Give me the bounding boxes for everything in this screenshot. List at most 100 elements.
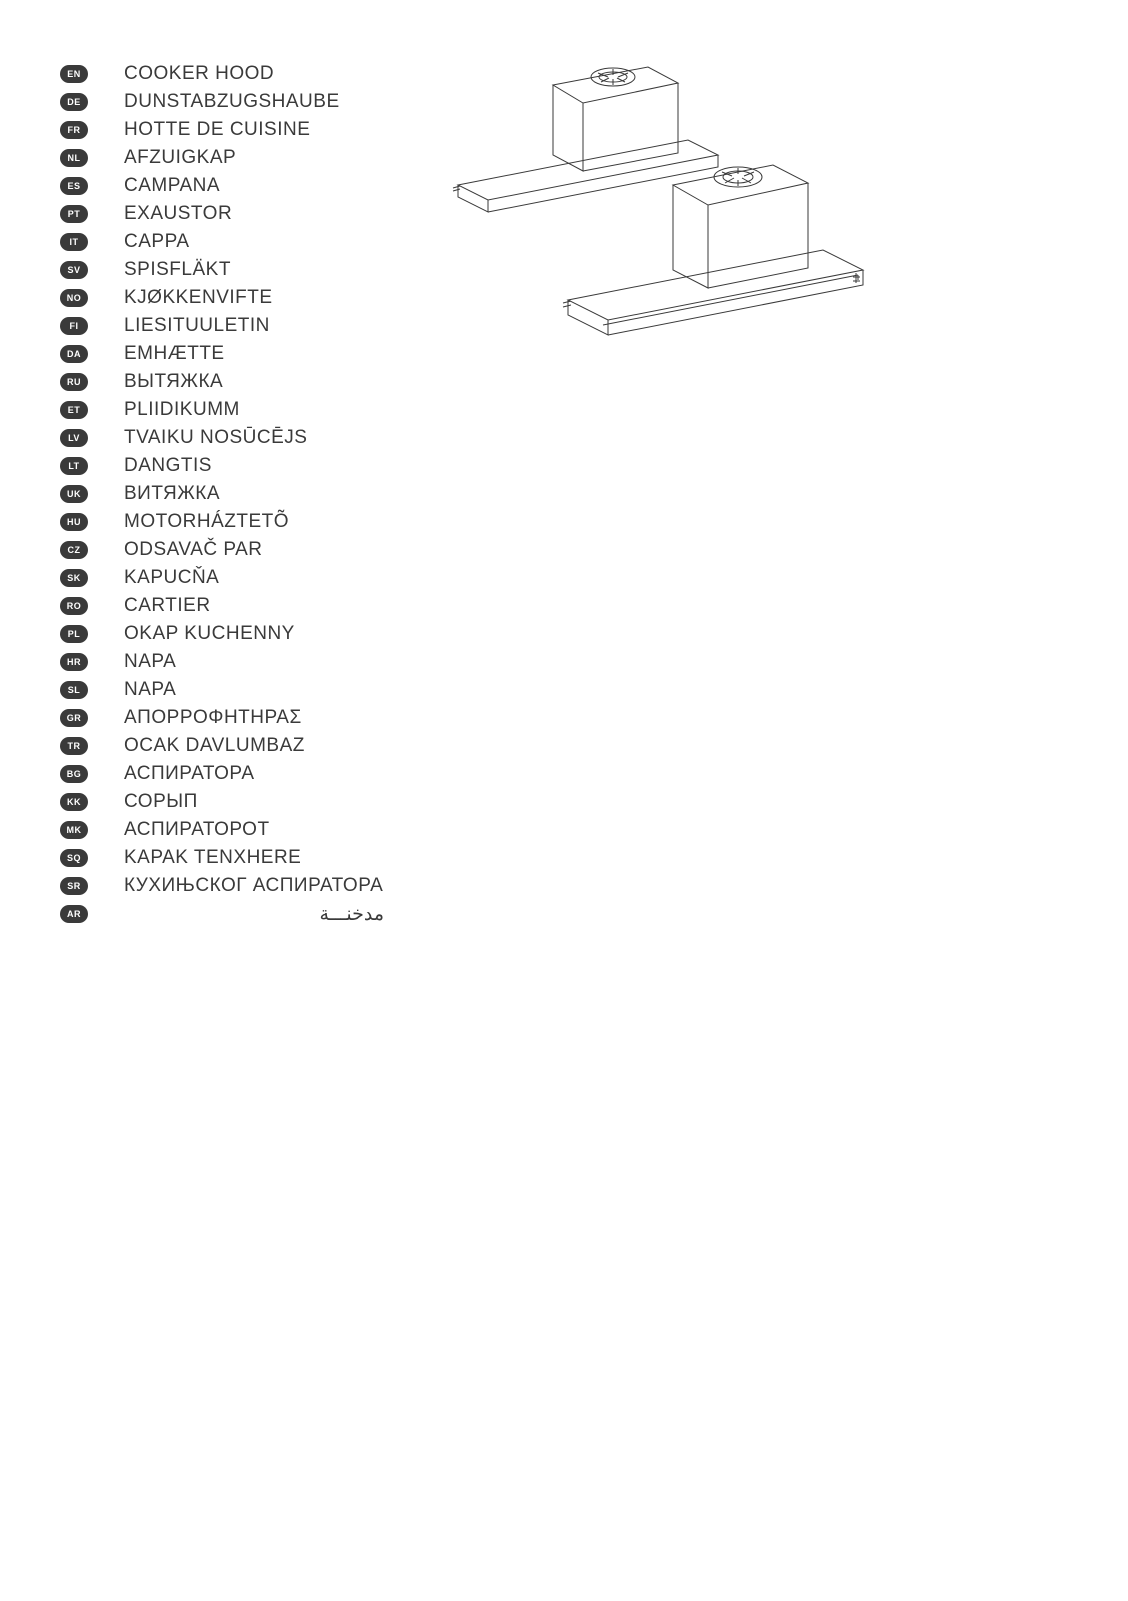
lang-code: PT <box>68 209 81 219</box>
lang-row: ES CAMPANA <box>60 172 460 200</box>
lang-row: LT DANGTIS <box>60 452 460 480</box>
lang-row: AR مدخنـــة <box>60 900 460 928</box>
lang-label: EXAUSTOR <box>124 203 232 225</box>
lang-label: PLIIDIKUMM <box>124 399 240 421</box>
lang-code: IT <box>70 237 79 247</box>
lang-code: SL <box>68 685 81 695</box>
lang-badge: EN <box>60 65 88 83</box>
lang-label: SPISFLÄKT <box>124 259 231 281</box>
lang-code: HU <box>67 517 81 527</box>
lang-code: BG <box>67 769 82 779</box>
lang-row: SR КУХИЊСКОГ АСПИРАТОРА <box>60 872 460 900</box>
lang-row: TR OCAK DAVLUMBAZ <box>60 732 460 760</box>
lang-row: DE DUNSTABZUGSHAUBE <box>60 88 460 116</box>
lang-badge: NO <box>60 289 88 307</box>
lang-label: MOTORHÁZTETÕ <box>124 511 289 533</box>
lang-badge: SK <box>60 569 88 587</box>
lang-badge: HU <box>60 513 88 531</box>
lang-label: OKAP KUCHENNY <box>124 623 295 645</box>
lang-code: SR <box>67 881 81 891</box>
lang-code: RO <box>67 601 82 611</box>
lang-code: KK <box>67 797 81 807</box>
lang-badge: CZ <box>60 541 88 559</box>
lang-code: DE <box>67 97 81 107</box>
lang-badge: PT <box>60 205 88 223</box>
lang-row: GR ΑΠΟΡΡΟΦΗΤΗΡΑΣ <box>60 704 460 732</box>
lang-row: ET PLIIDIKUMM <box>60 396 460 424</box>
lang-label: KAPAK TENXHERE <box>124 847 301 869</box>
lang-code: ES <box>67 181 80 191</box>
lang-row: NO KJØKKENVIFTE <box>60 284 460 312</box>
lang-label: CAPPA <box>124 231 190 253</box>
lang-badge: DE <box>60 93 88 111</box>
lang-label: NAPA <box>124 679 176 701</box>
lang-row: RU ВЫТЯЖКА <box>60 368 460 396</box>
lang-badge: FR <box>60 121 88 139</box>
lang-row: HU MOTORHÁZTETÕ <box>60 508 460 536</box>
lang-badge: FI <box>60 317 88 335</box>
lang-badge: KK <box>60 793 88 811</box>
lang-code: EN <box>67 69 81 79</box>
lang-code: UK <box>67 489 81 499</box>
lang-badge: UK <box>60 485 88 503</box>
lang-label: COOKER HOOD <box>124 63 274 85</box>
lang-badge: SL <box>60 681 88 699</box>
lang-code: HR <box>67 657 81 667</box>
lang-code: CZ <box>68 545 81 555</box>
language-list: EN COOKER HOOD DE DUNSTABZUGSHAUBE FR HO… <box>60 60 460 928</box>
lang-row: KK СОРЫП <box>60 788 460 816</box>
lang-label: ВИТЯЖКА <box>124 483 220 505</box>
lang-badge: RO <box>60 597 88 615</box>
lang-code: TR <box>68 741 81 751</box>
lang-code: SK <box>67 573 81 583</box>
lang-label: CAMPANA <box>124 175 220 197</box>
lang-badge: ET <box>60 401 88 419</box>
lang-code: GR <box>67 713 82 723</box>
lang-code: AR <box>67 909 81 919</box>
lang-label: HOTTE DE CUISINE <box>124 119 310 141</box>
lang-code: LT <box>68 461 79 471</box>
lang-label: AFZUIGKAP <box>124 147 236 169</box>
lang-row: SV SPISFLÄKT <box>60 256 460 284</box>
lang-label: TVAIKU NOSŪCĒJS <box>124 427 307 449</box>
lang-row: FR HOTTE DE CUISINE <box>60 116 460 144</box>
lang-code: NO <box>67 293 82 303</box>
lang-row: PL OKAP KUCHENNY <box>60 620 460 648</box>
lang-badge: SV <box>60 261 88 279</box>
lang-row: FI LIESITUULETIN <box>60 312 460 340</box>
lang-code: FI <box>70 321 79 331</box>
lang-label: ВЫТЯЖКА <box>124 371 223 393</box>
lang-code: SV <box>67 265 80 275</box>
lang-row: EN COOKER HOOD <box>60 60 460 88</box>
lang-row: MK АСПИРАТОРОТ <box>60 816 460 844</box>
lang-badge: ES <box>60 177 88 195</box>
lang-label: EMHÆTTE <box>124 343 225 365</box>
lang-code: RU <box>67 377 81 387</box>
lang-badge: RU <box>60 373 88 391</box>
lang-badge: PL <box>60 625 88 643</box>
lang-row: NL AFZUIGKAP <box>60 144 460 172</box>
lang-row: IT CAPPA <box>60 228 460 256</box>
lang-label: NAPA <box>124 651 176 673</box>
lang-row: SQ KAPAK TENXHERE <box>60 844 460 872</box>
lang-label: ΑΠΟΡΡΟΦΗΤΗΡΑΣ <box>124 707 302 729</box>
lang-code: DA <box>67 349 81 359</box>
lang-label: CARTIER <box>124 595 211 617</box>
lang-badge: GR <box>60 709 88 727</box>
cooker-hood-illustration <box>438 55 878 355</box>
lang-row: HR NAPA <box>60 648 460 676</box>
lang-row: SK KAPUCŇA <box>60 564 460 592</box>
lang-badge: AR <box>60 905 88 923</box>
lang-badge: SR <box>60 877 88 895</box>
lang-row: CZ ODSAVAČ PAR <box>60 536 460 564</box>
lang-label: СОРЫП <box>124 791 198 813</box>
lang-label: KAPUCŇA <box>124 567 219 589</box>
lang-badge: SQ <box>60 849 88 867</box>
lang-code: ET <box>68 405 81 415</box>
lang-code: NL <box>68 153 81 163</box>
lang-code: LV <box>68 433 80 443</box>
lang-badge: MK <box>60 821 88 839</box>
lang-badge: DA <box>60 345 88 363</box>
lang-label: DUNSTABZUGSHAUBE <box>124 91 340 113</box>
lang-row: UK ВИТЯЖКА <box>60 480 460 508</box>
